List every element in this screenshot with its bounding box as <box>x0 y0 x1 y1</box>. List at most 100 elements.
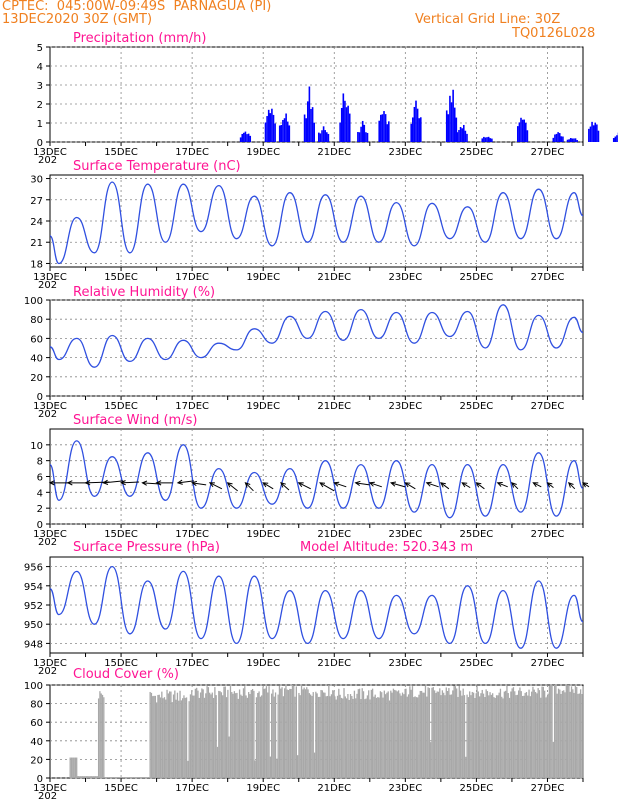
cloud-bar <box>381 692 383 778</box>
cloud-bar <box>410 689 412 778</box>
wind-arrow-shaft <box>142 482 161 485</box>
wind-arrow-shaft <box>533 482 542 488</box>
cloud-bar <box>437 691 440 778</box>
cloud-bar <box>482 693 485 778</box>
cloud-bar <box>403 694 405 778</box>
cloud-bar <box>466 694 468 778</box>
cloud-bar <box>521 695 524 778</box>
precip-bar <box>305 118 307 142</box>
grid-note: Vertical Grid Line: 30Z <box>415 12 561 27</box>
cloud-bar <box>387 691 389 778</box>
cloud-bar <box>369 699 371 778</box>
precip-bar <box>342 93 345 142</box>
cloud-bar <box>497 695 499 778</box>
cloud-bar <box>202 689 204 778</box>
cloud-bar <box>79 776 81 778</box>
cloud-bar <box>531 691 533 778</box>
cloud-bar <box>262 686 264 778</box>
cloud-bar <box>494 697 496 778</box>
precip-bar <box>526 130 529 142</box>
cloud-bar <box>223 686 225 778</box>
cloud-bar <box>364 699 366 778</box>
precip-bar <box>311 107 314 142</box>
cloud-bar <box>537 688 539 778</box>
cloud-bar <box>459 690 462 778</box>
temp-xtick-label: 15DEC <box>104 272 138 283</box>
cloud-bar <box>80 776 82 778</box>
wind-arrow-head <box>48 480 55 486</box>
cloud-bar <box>332 690 334 778</box>
precip-ytick-label: 1 <box>37 119 43 130</box>
cloud-bar <box>333 690 335 778</box>
cloud-bar <box>542 686 544 778</box>
precip-bar <box>366 132 369 142</box>
cloud-bar <box>210 694 212 778</box>
cloud-bar <box>209 692 211 778</box>
cloud-bar <box>162 698 164 778</box>
cloud-bar <box>356 693 358 778</box>
cloud-bar <box>368 690 370 778</box>
wind-arrow-shaft <box>227 482 238 492</box>
cloud-bar <box>552 741 554 778</box>
wind-arrow-head <box>333 481 340 487</box>
temp-xtick-label: 19DEC <box>246 272 280 283</box>
precip-bar <box>285 113 287 142</box>
cloud-bar <box>185 697 188 778</box>
cloud-bar <box>96 776 98 778</box>
cloud-bar <box>406 696 408 778</box>
precip-bar <box>576 140 578 142</box>
wind-arrow-shaft <box>103 480 124 484</box>
precip-bar <box>459 126 462 142</box>
cloud-bar <box>518 690 520 778</box>
cloud-bar <box>84 776 86 778</box>
wind-xtick-label: 27DEC <box>531 529 565 540</box>
cloud-year-stub: 202 <box>38 791 57 800</box>
cloud-bar <box>134 777 136 778</box>
precip-bar <box>597 130 600 142</box>
cloud-xtick-label: 27DEC <box>531 783 565 794</box>
wind-arrow-shaft <box>426 482 439 488</box>
cloud-ytick-label: 60 <box>30 718 43 729</box>
cloud-bar <box>548 685 551 778</box>
temp-ytick-label: 18 <box>30 259 43 270</box>
wind-xtick-label: 19DEC <box>246 529 280 540</box>
cloud-bar <box>124 777 126 778</box>
wind-arrow-shaft <box>280 482 290 491</box>
cloud-bar <box>159 697 162 778</box>
cloud-bar <box>290 689 292 778</box>
cloud-bar <box>264 688 266 778</box>
precip-frame <box>49 46 584 143</box>
cloud-bar <box>578 693 580 778</box>
cloud-bar <box>401 692 404 778</box>
precip-bar <box>487 136 490 142</box>
cloud-bar <box>113 777 115 778</box>
cloud-bar <box>579 689 582 778</box>
precip-bar <box>516 126 519 142</box>
cloud-bar <box>440 695 442 778</box>
cloud-bar <box>443 692 445 778</box>
cloud-bar <box>196 687 198 778</box>
cloud-bar <box>120 777 122 778</box>
cloud-bar <box>227 689 229 778</box>
wind-arrow-head <box>425 481 432 487</box>
cloud-bar <box>89 776 91 778</box>
cloud-bar <box>458 685 460 778</box>
cloud-bar <box>511 688 513 778</box>
cloud-bar <box>74 757 77 778</box>
cloud-bar <box>240 694 242 778</box>
cloud-bar <box>116 777 118 778</box>
pressure-ytick-label: 956 <box>24 563 43 574</box>
precip-bar <box>413 106 416 142</box>
precip-bar <box>278 125 281 142</box>
cloud-bar <box>475 693 477 778</box>
cloud-bar <box>498 692 500 778</box>
cloud-bar <box>180 700 182 778</box>
wind-arrow-shaft <box>405 482 416 490</box>
cloud-bar <box>463 695 466 778</box>
precip-bar <box>386 124 389 142</box>
cloud-bar <box>317 696 320 778</box>
precip-bar <box>280 125 283 142</box>
precip-bar <box>271 108 273 142</box>
wind-arrow-head <box>582 482 589 488</box>
cloud-bar <box>384 694 387 778</box>
